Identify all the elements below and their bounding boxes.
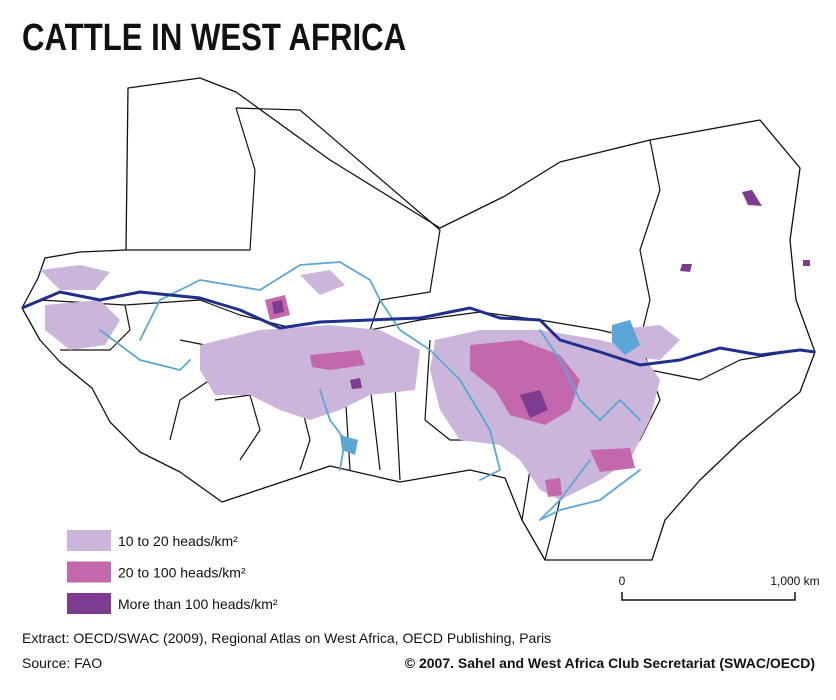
density-zone — [470, 340, 580, 425]
border — [126, 107, 441, 331]
extract-credit: Extract: OECD/SWAC (2009), Regional Atla… — [22, 630, 551, 646]
density-zone — [680, 264, 692, 272]
scale-end-label: 1,000 km — [770, 574, 819, 588]
density-zone — [803, 260, 810, 266]
legend-swatch — [67, 561, 111, 583]
density-zone — [350, 378, 362, 389]
density-zone — [742, 190, 762, 206]
map-title: CATTLE IN WEST AFRICA — [22, 17, 406, 59]
lake — [612, 320, 640, 355]
border — [124, 139, 661, 341]
copyright-credit: © 2007. Sahel and West Africa Club Secre… — [405, 655, 815, 671]
river — [99, 329, 191, 371]
density-zone — [45, 300, 120, 350]
legend-label: 10 to 20 heads/km² — [118, 533, 238, 549]
density-zone — [590, 448, 635, 472]
river — [319, 389, 346, 471]
legend-swatch — [67, 593, 111, 614]
density-zone — [300, 270, 345, 295]
legend-label: 20 to 100 heads/km² — [118, 565, 246, 581]
source-credit: Source: FAO — [22, 655, 102, 671]
scale-bar: 0 1,000 km — [619, 574, 820, 601]
density-zone — [40, 265, 110, 290]
density-zones — [40, 190, 810, 500]
border — [214, 394, 261, 461]
scale-line — [621, 592, 796, 601]
lake — [340, 435, 358, 455]
isohyet-line — [21, 290, 816, 367]
legend-swatch — [67, 530, 111, 551]
density-zone — [310, 350, 365, 370]
legend-label: More than 100 heads/km² — [118, 596, 278, 612]
legend: 10 to 20 heads/km² 20 to 100 heads/km² Mor… — [67, 530, 278, 614]
river — [139, 261, 501, 481]
density-zone — [520, 390, 548, 418]
river — [539, 459, 641, 521]
density-zone — [200, 325, 420, 420]
scale-start-label: 0 — [619, 574, 626, 588]
map — [21, 77, 816, 561]
river — [539, 329, 641, 421]
density-zone — [545, 478, 562, 497]
density-zone — [272, 300, 284, 314]
